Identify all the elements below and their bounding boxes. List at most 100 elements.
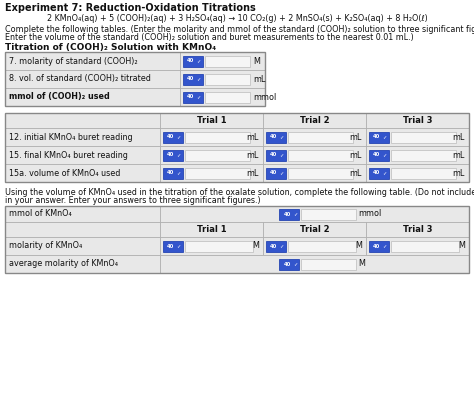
Bar (288, 240, 356, 252)
Text: M: M (355, 242, 362, 250)
Text: mmol: mmol (253, 93, 276, 101)
Bar (266, 168, 286, 179)
Text: mL: mL (253, 74, 265, 84)
Text: mL: mL (246, 151, 259, 160)
Text: 12. initial KMnO₄ buret reading: 12. initial KMnO₄ buret reading (9, 133, 133, 141)
Text: ✓: ✓ (176, 152, 181, 158)
Bar (301, 208, 356, 219)
Text: M: M (253, 57, 260, 65)
Text: average molarity of KMnO₄: average molarity of KMnO₄ (9, 259, 118, 269)
Text: ✓: ✓ (279, 244, 284, 248)
Text: mmol: mmol (358, 210, 382, 219)
Text: Trial 3: Trial 3 (403, 116, 432, 125)
Text: mL: mL (453, 168, 465, 177)
Text: mL: mL (350, 151, 362, 160)
Text: ✓: ✓ (383, 244, 387, 248)
Bar (263, 113, 366, 128)
Text: 40: 40 (167, 135, 174, 139)
Text: 40: 40 (187, 76, 194, 82)
Text: Enter the volume of the standard (COOH)₂ solution and buret measurements to the : Enter the volume of the standard (COOH)₂… (5, 33, 414, 42)
Text: 40: 40 (283, 261, 291, 267)
Bar (180, 52, 265, 70)
Bar (183, 74, 203, 84)
Bar (180, 70, 265, 88)
Bar (5, 128, 160, 146)
Text: mL: mL (246, 133, 259, 141)
Bar (5, 52, 180, 70)
Bar (185, 168, 250, 179)
Bar (5, 113, 160, 128)
Bar (183, 91, 203, 103)
Bar (366, 164, 469, 182)
Bar (5, 70, 180, 88)
Bar (5, 255, 160, 273)
Text: 40: 40 (283, 212, 291, 217)
Bar (5, 164, 160, 182)
Text: ✓: ✓ (279, 135, 284, 139)
Text: 40: 40 (270, 244, 277, 248)
Bar (5, 88, 180, 106)
Text: ✓: ✓ (383, 135, 387, 139)
Bar (366, 113, 469, 128)
Bar (266, 240, 286, 252)
Text: mL: mL (350, 168, 362, 177)
Bar (160, 206, 469, 222)
Text: 8. vol. of standard (COOH)₂ titrated: 8. vol. of standard (COOH)₂ titrated (9, 74, 151, 84)
Bar (288, 131, 353, 143)
Bar (263, 237, 366, 255)
Text: 40: 40 (373, 152, 380, 158)
Text: 7. molarity of standard (COOH)₂: 7. molarity of standard (COOH)₂ (9, 57, 137, 65)
Bar (205, 55, 250, 67)
Bar (205, 91, 250, 103)
Text: ✓: ✓ (383, 170, 387, 175)
Text: Trial 2: Trial 2 (300, 116, 329, 125)
Bar (369, 149, 389, 160)
Text: M: M (252, 242, 259, 250)
Bar (160, 255, 469, 273)
Bar (160, 222, 263, 237)
Text: 40: 40 (167, 170, 174, 175)
Bar (263, 164, 366, 182)
Bar (391, 131, 456, 143)
Text: ✓: ✓ (383, 152, 387, 158)
Text: Trial 2: Trial 2 (300, 225, 329, 234)
Bar (263, 146, 366, 164)
Bar (366, 237, 469, 255)
Bar (160, 146, 263, 164)
Bar (266, 131, 286, 143)
Bar (280, 208, 300, 219)
Bar (263, 128, 366, 146)
Text: 2 KMnO₄(aq) + 5 (COOH)₂(aq) + 3 H₂SO₄(aq) → 10 CO₂(g) + 2 MnSO₄(s) + K₂SO₄(aq) +: 2 KMnO₄(aq) + 5 (COOH)₂(aq) + 3 H₂SO₄(aq… (46, 14, 428, 23)
Text: mL: mL (350, 133, 362, 141)
Text: Experiment 7: Reduction-Oxidation Titrations: Experiment 7: Reduction-Oxidation Titrat… (5, 3, 256, 13)
Bar (391, 149, 456, 160)
Text: ✓: ✓ (279, 170, 284, 175)
Text: mL: mL (453, 151, 465, 160)
Bar (185, 149, 250, 160)
Text: 40: 40 (373, 135, 380, 139)
Text: M: M (358, 259, 365, 269)
Text: in your answer. Enter your answers to three significant figures.): in your answer. Enter your answers to th… (5, 196, 261, 205)
Bar (5, 206, 469, 273)
Text: ✓: ✓ (196, 95, 201, 99)
Text: ✓: ✓ (293, 261, 297, 267)
Bar (391, 240, 459, 252)
Text: ✓: ✓ (176, 135, 181, 139)
Text: 40: 40 (270, 135, 277, 139)
Text: mmol of KMnO₄: mmol of KMnO₄ (9, 210, 72, 219)
Bar (366, 222, 469, 237)
Text: Titration of (COOH)₂ Solution with KMnO₄: Titration of (COOH)₂ Solution with KMnO₄ (5, 43, 216, 52)
Text: M: M (458, 242, 465, 250)
Text: mL: mL (453, 133, 465, 141)
Bar (5, 237, 160, 255)
Text: 40: 40 (270, 152, 277, 158)
Text: 40: 40 (187, 59, 194, 63)
Bar (163, 149, 183, 160)
Bar (163, 131, 183, 143)
Bar (5, 146, 160, 164)
Text: 15a. volume of KMnO₄ used: 15a. volume of KMnO₄ used (9, 168, 120, 177)
Bar (160, 164, 263, 182)
Text: ✓: ✓ (279, 152, 284, 158)
Bar (205, 74, 250, 84)
Bar (280, 259, 300, 269)
